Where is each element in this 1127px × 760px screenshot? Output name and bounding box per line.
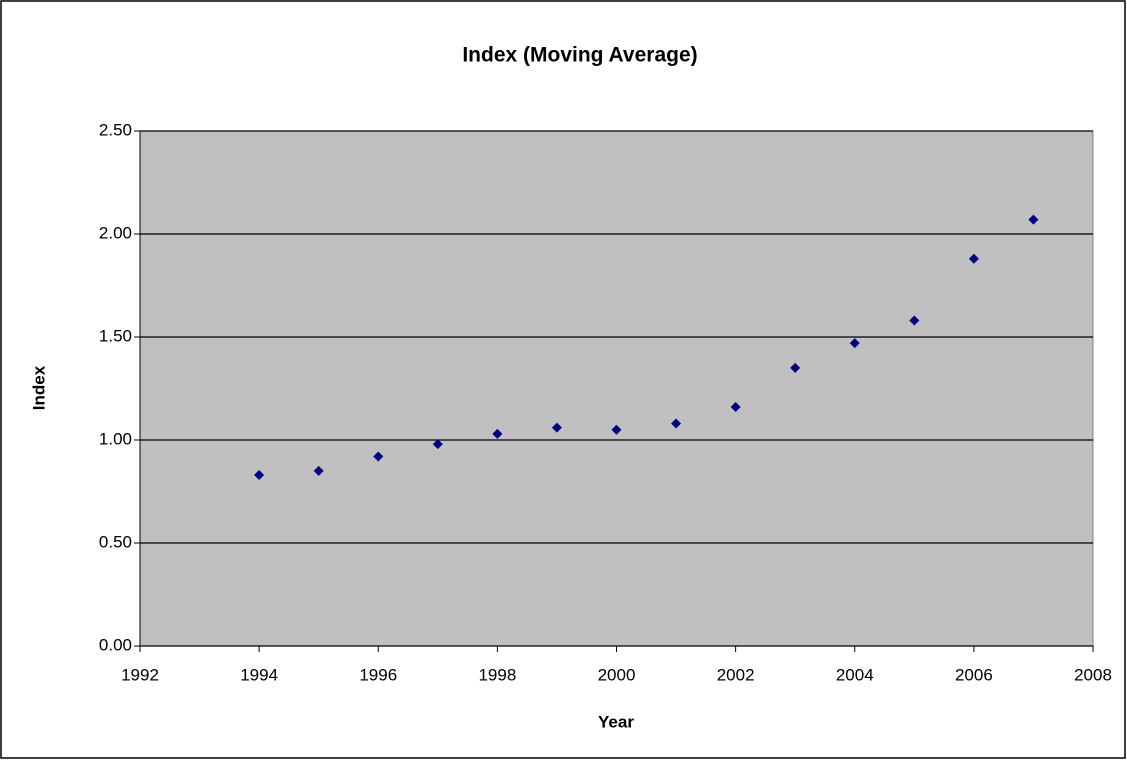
x-tick-label: 1994 <box>240 665 278 684</box>
x-tick-label: 1996 <box>359 665 397 684</box>
point <box>373 451 384 462</box>
x-tick-label: 2006 <box>955 665 993 684</box>
x-tick-label: 2002 <box>717 665 755 684</box>
point <box>790 362 801 373</box>
plot-area <box>139 130 1094 647</box>
point <box>909 315 920 326</box>
y-tick-label: 1.00 <box>99 429 132 448</box>
point <box>968 253 979 264</box>
x-tick-label: 2004 <box>836 665 874 684</box>
y-tick-label: 0.00 <box>99 635 132 654</box>
chart-title: Index (Moving Average) <box>462 44 697 67</box>
y-axis-label: Index <box>29 365 48 410</box>
x-tick-label: 1992 <box>121 665 159 684</box>
point <box>730 402 741 413</box>
point <box>1028 214 1039 225</box>
x-tick-label: 1998 <box>478 665 516 684</box>
point <box>551 422 562 433</box>
y-tick-label: 2.00 <box>99 223 132 242</box>
point <box>671 418 682 429</box>
point <box>849 338 860 349</box>
point <box>432 439 443 450</box>
point <box>492 428 503 439</box>
point <box>313 465 324 476</box>
y-tick-label: 0.50 <box>99 532 132 551</box>
x-tick-label: 2000 <box>598 665 636 684</box>
x-axis-label: Year <box>598 712 634 731</box>
x-tick-label: 2008 <box>1074 665 1112 684</box>
y-tick-label: 2.50 <box>99 120 132 139</box>
point <box>254 470 265 481</box>
y-tick-label: 1.50 <box>99 326 132 345</box>
point <box>611 424 622 435</box>
